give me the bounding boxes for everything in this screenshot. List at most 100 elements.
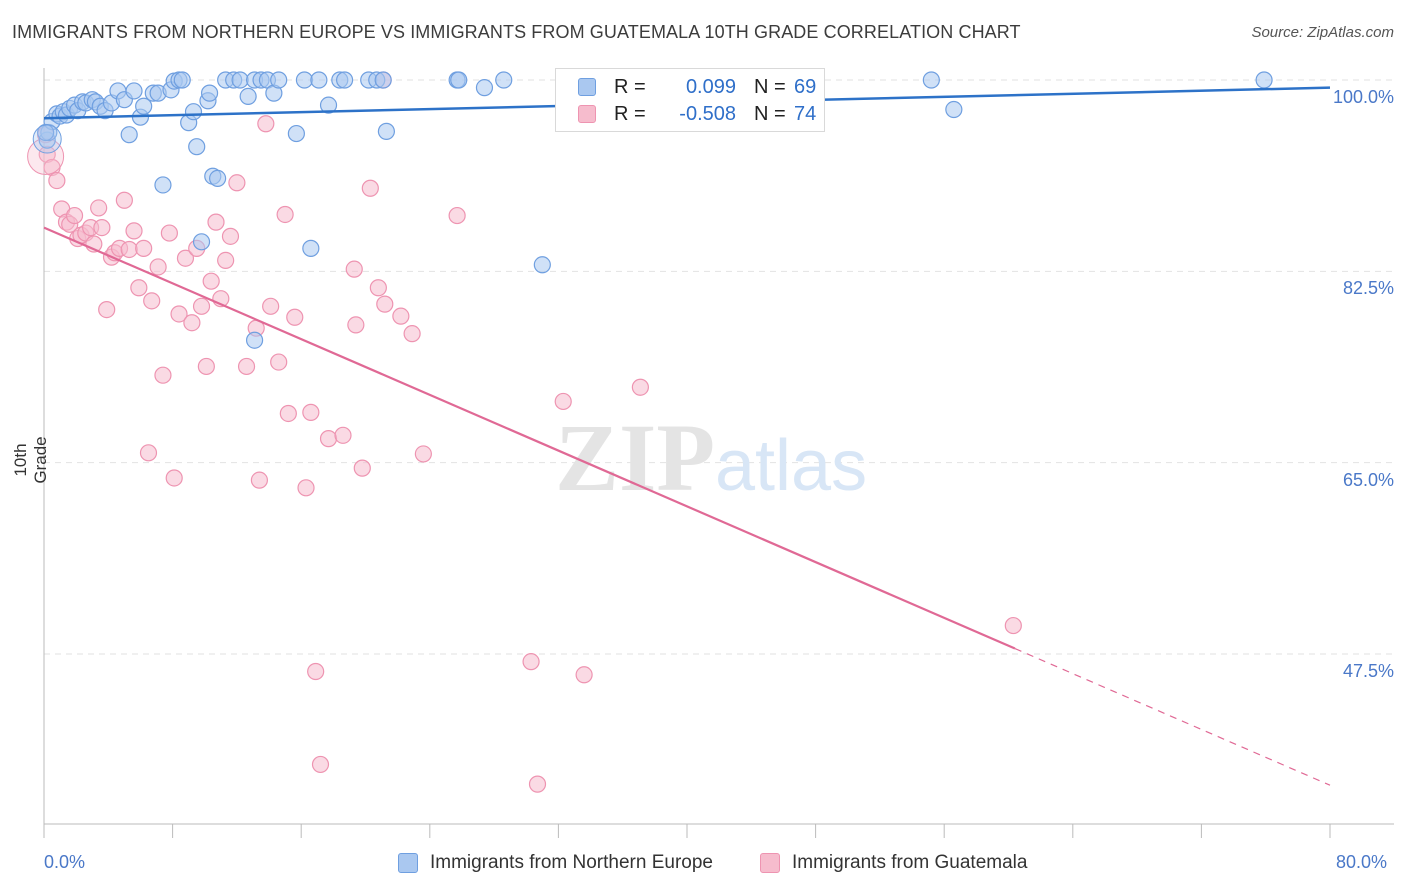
guatemala-point (135, 239, 153, 257)
northern-europe-point (192, 233, 211, 251)
legend-r-value: -0.508 (679, 102, 736, 125)
guatemala-point (221, 227, 240, 245)
northern-europe-point (377, 122, 395, 140)
northern-europe-point (173, 71, 191, 89)
guatemala-point (631, 378, 649, 396)
guatemala-point (414, 445, 432, 463)
chart-title: IMMIGRANTS FROM NORTHERN EUROPE VS IMMIG… (12, 22, 1021, 42)
guatemala-point (170, 305, 188, 323)
northern-europe-point (32, 124, 62, 154)
northern-europe-point (184, 103, 203, 121)
guatemala-point (115, 191, 133, 209)
legend-n-label: N = (754, 102, 786, 125)
northern-europe-point (120, 126, 138, 144)
guatemala-point (257, 115, 275, 133)
northern-europe-point (374, 71, 392, 89)
guatemala-point (250, 471, 269, 489)
northern-europe-point (475, 79, 494, 97)
guatemala-point (130, 279, 148, 297)
series-label: Immigrants from Guatemala (792, 852, 1028, 873)
x-tick-max: 80.0% (1336, 852, 1388, 872)
guatemala-points (27, 71, 1022, 793)
correlation-legend: R = 0.099 N = 69 R = -0.508 N = 74 (555, 68, 825, 132)
guatemala-point (93, 219, 111, 237)
guatemala-point (120, 240, 138, 259)
watermark-zip: ZIP (555, 404, 715, 511)
y-tick-label: 65.0% (1342, 469, 1394, 490)
guatemala-point (192, 297, 211, 315)
x-tick-min: 0.0% (44, 852, 86, 872)
axes (43, 68, 1394, 838)
guatemala-point (125, 222, 143, 240)
northern-europe-point (154, 176, 172, 194)
guatemala-trend-line (43, 226, 1016, 650)
guatemala-point (202, 272, 220, 290)
guatemala-point (165, 469, 183, 487)
guatemala-point (228, 174, 246, 192)
y-axis-title: 10th Grade (11, 436, 50, 484)
watermark-atlas: atlas (715, 426, 867, 506)
guatemala-point (197, 357, 215, 376)
y-tick-label: 100.0% (1332, 87, 1394, 107)
guatemala-point (448, 206, 466, 225)
guatemala-point (528, 775, 547, 793)
guatemala-point (575, 666, 593, 684)
northern-europe-point (336, 71, 354, 89)
legend-r-label: R = (614, 75, 646, 98)
northern-europe-point (125, 82, 143, 100)
guatemala-point (143, 292, 161, 310)
series-legend-guatemala: Immigrants from Guatemala (760, 852, 1027, 874)
northern-europe-point (209, 169, 227, 187)
guatemala-point (139, 444, 158, 462)
guatemala-point (207, 213, 225, 231)
guatemala-point (1004, 616, 1022, 635)
legend-row-northern-europe: R = 0.099 N = 69 (578, 74, 816, 100)
northern-europe-point (270, 71, 288, 89)
guatemala-point (392, 307, 410, 325)
northern-europe-point (302, 239, 320, 257)
legend-n-value: 74 (794, 102, 817, 125)
guatemala-point (554, 392, 572, 411)
northern-europe-point (245, 331, 264, 349)
guatemala-point (276, 205, 294, 224)
legend-swatch-blue (578, 78, 596, 96)
series-label: Immigrants from Northern Europe (430, 852, 713, 873)
guatemala-point (176, 249, 195, 267)
guatemala-point (237, 357, 256, 376)
y-tick-label: 47.5% (1342, 661, 1394, 681)
guatemala-point (48, 171, 66, 190)
guatemala-point (160, 224, 178, 242)
series-swatch-pink (760, 853, 780, 873)
guatemala-point (334, 426, 352, 444)
northern-europe-point (450, 71, 468, 89)
guatemala-point (98, 301, 116, 319)
guatemala-point (353, 459, 371, 477)
guatemala-point (319, 430, 338, 448)
northern-europe-point (1255, 71, 1273, 89)
guatemala-point (270, 353, 288, 371)
northern-europe-point (287, 124, 305, 143)
legend-row-guatemala: R = -0.508 N = 74 (578, 101, 816, 127)
northern-europe-point (922, 71, 940, 89)
northern-europe-point (945, 100, 963, 119)
guatemala-point (345, 260, 363, 278)
guatemala-point (65, 206, 84, 225)
guatemala-point (217, 251, 235, 269)
guatemala-point (149, 258, 167, 276)
northern-europe-point (533, 256, 551, 274)
guatemala-point (307, 662, 325, 681)
guatemala-point (262, 297, 280, 315)
northern-europe-point (319, 96, 338, 114)
guatemala-point (522, 653, 540, 671)
guatemala-point (376, 295, 394, 313)
northern-europe-point (200, 84, 219, 102)
guatemala-point (347, 316, 365, 334)
guatemala-point (297, 479, 315, 497)
northern-europe-point (135, 97, 153, 115)
guatemala-point (369, 279, 387, 297)
guatemala-point (311, 755, 330, 774)
guatemala-trend-extension (1014, 647, 1331, 786)
legend-r-label: R = (614, 102, 646, 125)
guatemala-point (90, 199, 108, 217)
